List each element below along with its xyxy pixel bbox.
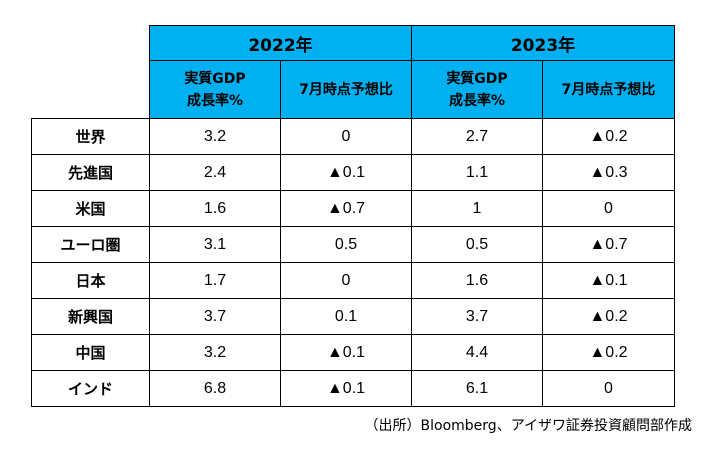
table-cell: 0 <box>542 370 675 407</box>
table-cell: 4.4 <box>411 334 543 371</box>
table-cell: ▲0.7 <box>542 226 675 263</box>
table-cell: 3.7 <box>411 298 543 335</box>
subheader-revision-2023: 7月時点予想比 <box>542 60 675 119</box>
table-cell: 2.7 <box>411 118 543 155</box>
corner-cell <box>32 61 150 119</box>
table-cell: 1 <box>411 190 543 227</box>
table-cell: 2.4 <box>149 154 281 191</box>
table-row: 世界 3.2 0 2.7 ▲0.2 <box>31 118 675 155</box>
row-label: ユーロ圏 <box>31 226 150 263</box>
table-cell: ▲0.3 <box>542 154 675 191</box>
source-note: （出所）Bloomberg、アイザワ証券投資顧問部作成 <box>364 418 692 434</box>
table-cell: ▲0.2 <box>542 298 675 335</box>
table-cell: ▲0.7 <box>280 190 412 227</box>
corner-cell <box>32 26 150 61</box>
table-cell: 6.8 <box>149 370 281 407</box>
table-cell: ▲0.1 <box>280 370 412 407</box>
row-label: 先進国 <box>31 154 150 191</box>
subheader-revision-2022: 7月時点予想比 <box>280 60 412 119</box>
table-cell: 0.5 <box>280 226 412 263</box>
subheader-row: 実質GDP 成長率% 7月時点予想比 実質GDP 成長率% 7月時点予想比 <box>32 60 675 119</box>
table-cell: 6.1 <box>411 370 543 407</box>
table-cell: ▲0.1 <box>280 334 412 371</box>
table-cell: ▲0.1 <box>542 262 675 299</box>
table-row: 新興国 3.7 0.1 3.7 ▲0.2 <box>31 298 675 335</box>
table-cell: 1.6 <box>411 262 543 299</box>
table-cell: 1.6 <box>149 190 281 227</box>
table-row: ユーロ圏 3.1 0.5 0.5 ▲0.7 <box>31 226 675 263</box>
table-row: インド 6.8 ▲0.1 6.1 0 <box>31 370 675 407</box>
row-label: 世界 <box>31 118 150 155</box>
table-cell: 0.1 <box>280 298 412 335</box>
table-cell: 0 <box>280 262 412 299</box>
subheader-gdp-2022: 実質GDP 成長率% <box>149 60 281 119</box>
row-label: 中国 <box>31 334 150 371</box>
table-cell: 3.1 <box>149 226 281 263</box>
table-row: 中国 3.2 ▲0.1 4.4 ▲0.2 <box>31 334 675 371</box>
row-label: 新興国 <box>31 298 150 335</box>
table-cell: 3.7 <box>149 298 281 335</box>
year-header-2022: 2022年 <box>149 25 412 61</box>
row-label: 米国 <box>31 190 150 227</box>
table-cell: 3.2 <box>149 334 281 371</box>
table-cell: ▲0.1 <box>280 154 412 191</box>
table-cell: 3.2 <box>149 118 281 155</box>
table-row: 米国 1.6 ▲0.7 1 0 <box>31 190 675 227</box>
row-label: インド <box>31 370 150 407</box>
imf-forecast-table: 2022年 2023年 実質GDP 成長率% 7月時点予想比 実質GDP 成長率% … <box>31 25 675 407</box>
table-cell: 0 <box>542 190 675 227</box>
row-label: 日本 <box>31 262 150 299</box>
table-cell: 0.5 <box>411 226 543 263</box>
subheader-gdp-2023: 実質GDP 成長率% <box>411 60 543 119</box>
table-cell: ▲0.2 <box>542 118 675 155</box>
table-row: 日本 1.7 0 1.6 ▲0.1 <box>31 262 675 299</box>
year-header-2023: 2023年 <box>411 25 675 61</box>
table-cell: ▲0.2 <box>542 334 675 371</box>
table-cell: 1.7 <box>149 262 281 299</box>
table-row: 先進国 2.4 ▲0.1 1.1 ▲0.3 <box>31 154 675 191</box>
table-cell: 1.1 <box>411 154 543 191</box>
table-cell: 0 <box>280 118 412 155</box>
year-header-row: 2022年 2023年 <box>32 25 675 61</box>
